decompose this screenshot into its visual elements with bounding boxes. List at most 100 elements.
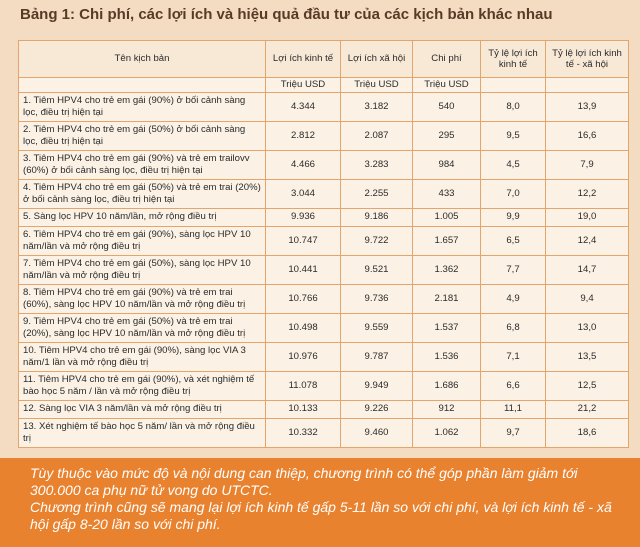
value-cell: 10.332: [265, 417, 341, 448]
value-cell: 2.181: [412, 283, 481, 314]
header-cell: Tỷ lệ lợi ích kinh tế - xã hội: [545, 40, 629, 78]
value-cell: 7,7: [480, 254, 546, 285]
value-cell: 295: [412, 120, 481, 151]
header-cell: Chi phí: [412, 40, 481, 78]
value-cell: 10.976: [265, 341, 341, 372]
value-cell: 540: [412, 91, 481, 122]
scenario-cell: 8. Tiêm HPV4 cho trẻ em gái (90%) và trẻ…: [18, 283, 266, 314]
value-cell: 10.766: [265, 283, 341, 314]
value-cell: 433: [412, 178, 481, 209]
scenario-cell: 7. Tiêm HPV4 cho trẻ em gái (50%), sàng …: [18, 254, 266, 285]
value-cell: 6,8: [480, 312, 546, 343]
units-cell: Triệu USD: [412, 77, 481, 93]
value-cell: 21,2: [545, 399, 629, 419]
value-cell: 9,4: [545, 283, 629, 314]
scenario-cell: 10. Tiêm HPV4 cho trẻ em gái (90%), sàng…: [18, 341, 266, 372]
value-cell: 11,1: [480, 399, 546, 419]
table: Tên kịch bản Lợi ích kinh tế Lợi ích xã hộ…: [18, 40, 629, 448]
table-row: 10. Tiêm HPV4 cho trẻ em gái (90%), sàng…: [18, 341, 629, 372]
value-cell: 6,6: [480, 370, 546, 401]
value-cell: 12,5: [545, 370, 629, 401]
value-cell: 9.186: [340, 207, 413, 227]
value-cell: 4,5: [480, 149, 546, 180]
table-row: 2. Tiêm HPV4 cho trẻ em gái (50%) ở bối …: [18, 120, 629, 151]
scenario-cell: 9. Tiêm HPV4 cho trẻ em gái (50%) và trẻ…: [18, 312, 266, 343]
scenario-cell: 6. Tiêm HPV4 cho trẻ em gái (90%), sàng …: [18, 225, 266, 256]
value-cell: 12,2: [545, 178, 629, 209]
units-cell: Triệu USD: [265, 77, 341, 93]
value-cell: 9,5: [480, 120, 546, 151]
value-cell: 18,6: [545, 417, 629, 448]
header-row: Tên kịch bản Lợi ích kinh tế Lợi ích xã hộ…: [18, 40, 629, 78]
scenario-cell: 11. Tiêm HPV4 cho trẻ em gái (90%), và x…: [18, 370, 266, 401]
value-cell: 912: [412, 399, 481, 419]
value-cell: 9.787: [340, 341, 413, 372]
value-cell: 3.182: [340, 91, 413, 122]
value-cell: 7,0: [480, 178, 546, 209]
value-cell: 10.747: [265, 225, 341, 256]
value-cell: 12,4: [545, 225, 629, 256]
table-row: 7. Tiêm HPV4 cho trẻ em gái (50%), sàng …: [18, 254, 629, 285]
value-cell: 3.283: [340, 149, 413, 180]
footer-note: Tùy thuộc vào mức độ và nội dung can thi…: [0, 458, 640, 547]
value-cell: 7,1: [480, 341, 546, 372]
scenario-cell: 13. Xét nghiệm tế bào học 5 năm/ lần và …: [18, 417, 266, 448]
value-cell: 9.936: [265, 207, 341, 227]
value-cell: 10.133: [265, 399, 341, 419]
value-cell: 9.559: [340, 312, 413, 343]
value-cell: 9.722: [340, 225, 413, 256]
scenario-cell: 1. Tiêm HPV4 cho trẻ em gái (90%) ở bối …: [18, 91, 266, 122]
value-cell: 7,9: [545, 149, 629, 180]
table-row: 1. Tiêm HPV4 cho trẻ em gái (90%) ở bối …: [18, 91, 629, 122]
value-cell: 9.521: [340, 254, 413, 285]
scenario-cell: 2. Tiêm HPV4 cho trẻ em gái (50%) ở bối …: [18, 120, 266, 151]
value-cell: 16,6: [545, 120, 629, 151]
units-cell: [18, 77, 266, 93]
table-row: 3. Tiêm HPV4 cho trẻ em gái (90%) và trẻ…: [18, 149, 629, 180]
value-cell: 9.949: [340, 370, 413, 401]
value-cell: 4.466: [265, 149, 341, 180]
header-cell: Lợi ích xã hội: [340, 40, 413, 78]
value-cell: 9.736: [340, 283, 413, 314]
value-cell: 1.657: [412, 225, 481, 256]
value-cell: 9.226: [340, 399, 413, 419]
value-cell: 2.255: [340, 178, 413, 209]
value-cell: 9,9: [480, 207, 546, 227]
value-cell: 10.441: [265, 254, 341, 285]
value-cell: 13,0: [545, 312, 629, 343]
table-row: 9. Tiêm HPV4 cho trẻ em gái (50%) và trẻ…: [18, 312, 629, 343]
units-cell: [545, 77, 629, 93]
footer-paragraph: Tùy thuộc vào mức độ và nội dung can thi…: [30, 465, 578, 498]
value-cell: 1.062: [412, 417, 481, 448]
table-row: 4. Tiêm HPV4 cho trẻ em gái (50%) và trẻ…: [18, 178, 629, 209]
header-cell: Tỷ lệ lợi ích kinh tế: [480, 40, 546, 78]
footer-paragraph: Chương trình cũng sẽ mang lại lợi ích ki…: [30, 499, 612, 532]
value-cell: 1.686: [412, 370, 481, 401]
value-cell: 3.044: [265, 178, 341, 209]
table-title: Bảng 1: Chi phí, các lợi ích và hiệu quả…: [20, 6, 553, 23]
value-cell: 9,7: [480, 417, 546, 448]
value-cell: 984: [412, 149, 481, 180]
units-cell: [480, 77, 546, 93]
value-cell: 4,9: [480, 283, 546, 314]
scenario-cell: 3. Tiêm HPV4 cho trẻ em gái (90%) và trẻ…: [18, 149, 266, 180]
table-row: 13. Xét nghiệm tế bào học 5 năm/ lần và …: [18, 417, 629, 448]
table-body: 1. Tiêm HPV4 cho trẻ em gái (90%) ở bối …: [18, 91, 629, 448]
header-cell: Tên kịch bản: [18, 40, 266, 78]
value-cell: 13,9: [545, 91, 629, 122]
value-cell: 13,5: [545, 341, 629, 372]
value-cell: 4.344: [265, 91, 341, 122]
value-cell: 19,0: [545, 207, 629, 227]
value-cell: 2.087: [340, 120, 413, 151]
value-cell: 1.005: [412, 207, 481, 227]
table-head: Tên kịch bản Lợi ích kinh tế Lợi ích xã hộ…: [18, 40, 629, 93]
value-cell: 1.536: [412, 341, 481, 372]
value-cell: 6,5: [480, 225, 546, 256]
table-row: 11. Tiêm HPV4 cho trẻ em gái (90%), và x…: [18, 370, 629, 401]
scenario-cell: 12. Sàng lọc VIA 3 năm/lần và mở rộng đi…: [18, 399, 266, 419]
units-cell: Triệu USD: [340, 77, 413, 93]
header-cell: Lợi ích kinh tế: [265, 40, 341, 78]
value-cell: 9.460: [340, 417, 413, 448]
